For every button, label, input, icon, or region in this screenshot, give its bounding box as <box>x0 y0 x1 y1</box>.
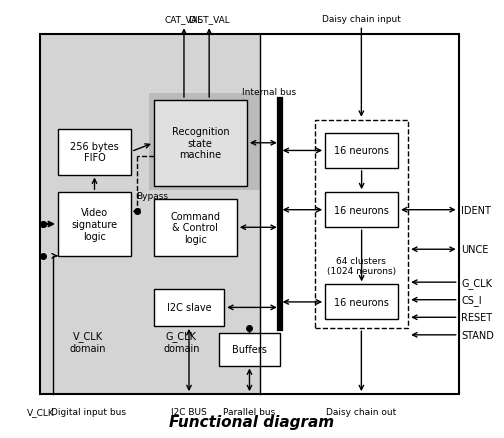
Text: 16 neurons: 16 neurons <box>334 297 389 307</box>
Text: CS_I: CS_I <box>461 295 482 305</box>
Text: DIST_VAL: DIST_VAL <box>188 15 230 24</box>
Bar <box>325 285 398 320</box>
Bar <box>40 35 459 394</box>
Bar <box>219 333 280 366</box>
Text: V_CLK: V_CLK <box>26 407 54 417</box>
Bar <box>325 134 398 169</box>
Text: RESET: RESET <box>461 313 492 322</box>
Bar <box>325 193 398 228</box>
Text: Digital input bus: Digital input bus <box>51 407 125 417</box>
Text: G_CLK: G_CLK <box>461 277 492 288</box>
Text: I2C BUS: I2C BUS <box>171 407 207 417</box>
Bar <box>58 193 131 256</box>
Text: Command
& Control
logic: Command & Control logic <box>170 211 220 244</box>
Text: STAND: STAND <box>461 330 494 340</box>
Text: 64 clusters
(1024 neurons): 64 clusters (1024 neurons) <box>327 256 396 276</box>
Text: Recognition
state
machine: Recognition state machine <box>171 127 229 160</box>
Text: Internal bus: Internal bus <box>242 88 296 96</box>
Text: Bypass: Bypass <box>136 192 168 201</box>
Bar <box>154 199 237 256</box>
Text: Daisy chain out: Daisy chain out <box>326 407 397 417</box>
Text: IDENT: IDENT <box>461 205 491 215</box>
Text: 16 neurons: 16 neurons <box>334 146 389 156</box>
Bar <box>154 101 247 186</box>
Text: Buffers: Buffers <box>232 344 267 354</box>
Text: CAT_VAL: CAT_VAL <box>165 15 203 24</box>
Text: I2C slave: I2C slave <box>167 303 211 313</box>
Text: G_CLK
domain: G_CLK domain <box>163 330 200 353</box>
Text: Video
signature
logic: Video signature logic <box>72 208 117 241</box>
Text: V_CLK
domain: V_CLK domain <box>70 330 106 353</box>
Bar <box>58 129 131 175</box>
Text: Daisy chain input: Daisy chain input <box>322 15 401 24</box>
Text: 256 bytes
FIFO: 256 bytes FIFO <box>70 141 119 163</box>
Bar <box>315 120 408 328</box>
Text: UNCE: UNCE <box>461 245 488 254</box>
Text: Parallel bus: Parallel bus <box>223 407 276 417</box>
Bar <box>149 94 260 191</box>
Bar <box>40 35 260 394</box>
Text: Functional diagram: Functional diagram <box>169 414 335 429</box>
Text: 16 neurons: 16 neurons <box>334 205 389 215</box>
Bar <box>154 289 224 326</box>
